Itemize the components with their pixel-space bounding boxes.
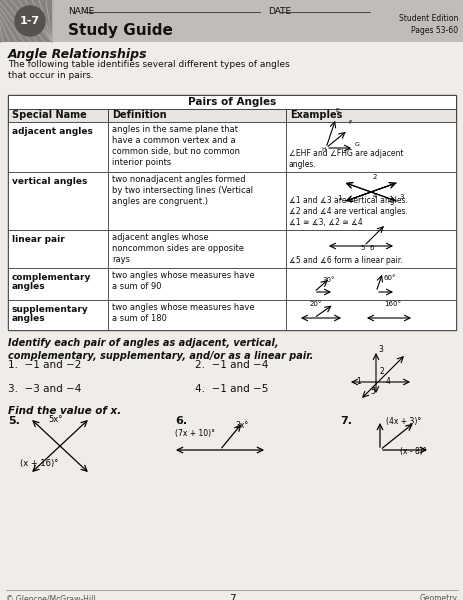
Text: Geometry: Geometry <box>419 594 457 600</box>
Bar <box>285 230 455 268</box>
Text: two angles whose measures have
a sum of 90: two angles whose measures have a sum of … <box>112 271 254 291</box>
Text: linear pair: linear pair <box>12 235 65 244</box>
Text: 6: 6 <box>369 245 374 251</box>
Text: F: F <box>347 120 351 125</box>
Bar <box>8 95 455 330</box>
Text: (x - 8)°: (x - 8)° <box>399 447 425 456</box>
Text: Find the value of x.: Find the value of x. <box>8 406 121 416</box>
Text: E: E <box>334 108 338 113</box>
Text: G: G <box>354 142 359 147</box>
Text: complementary: complementary <box>12 273 91 282</box>
Bar <box>8 268 108 300</box>
Bar <box>285 172 455 230</box>
Text: 1: 1 <box>355 377 360 386</box>
Text: 1-7: 1-7 <box>20 16 40 26</box>
Text: (7x + 10)°: (7x + 10)° <box>175 429 214 438</box>
Text: DATE: DATE <box>268 7 290 16</box>
Text: Definition: Definition <box>112 110 166 121</box>
Bar <box>8 109 108 122</box>
Text: 6.: 6. <box>175 416 187 426</box>
Text: vertical angles: vertical angles <box>12 177 87 186</box>
Text: supplementary: supplementary <box>12 305 88 314</box>
Text: 1: 1 <box>336 195 341 201</box>
Bar <box>108 109 285 122</box>
Bar <box>0 0 463 42</box>
Text: two angles whose measures have
a sum of 180: two angles whose measures have a sum of … <box>112 303 254 323</box>
Text: 2.  −1 and −4: 2. −1 and −4 <box>194 360 268 370</box>
Bar <box>8 172 108 230</box>
Bar <box>108 230 285 268</box>
Text: 60°: 60° <box>383 275 396 281</box>
Text: angles: angles <box>12 314 45 323</box>
Text: 5: 5 <box>359 245 363 251</box>
Text: 4: 4 <box>372 193 376 199</box>
Text: 3.  −3 and −4: 3. −3 and −4 <box>8 384 81 394</box>
Text: NAME: NAME <box>68 7 94 16</box>
Text: angles: angles <box>12 282 45 291</box>
Text: 2: 2 <box>372 174 376 180</box>
Text: 3: 3 <box>377 345 382 354</box>
Text: 30°: 30° <box>321 277 334 283</box>
Text: 1.  −1 and −2: 1. −1 and −2 <box>8 360 81 370</box>
Text: 160°: 160° <box>383 301 400 307</box>
Bar <box>108 268 285 300</box>
Text: 4: 4 <box>385 377 390 386</box>
Bar <box>285 268 455 300</box>
Text: 2: 2 <box>379 367 384 376</box>
Text: Student Edition
Pages 53-60: Student Edition Pages 53-60 <box>398 14 457 35</box>
Bar <box>0 0 52 42</box>
Text: ∠EHF and ∠FHG are adjacent
angles.: ∠EHF and ∠FHG are adjacent angles. <box>288 149 403 169</box>
Text: Pairs of Angles: Pairs of Angles <box>188 97 275 107</box>
Circle shape <box>15 6 45 36</box>
Text: 5: 5 <box>369 387 374 396</box>
Bar <box>8 230 108 268</box>
Bar <box>8 95 455 109</box>
Text: 3x°: 3x° <box>234 421 248 430</box>
Bar <box>108 172 285 230</box>
Text: two nonadjacent angles formed
by two intersecting lines (Vertical
angles are con: two nonadjacent angles formed by two int… <box>112 175 253 206</box>
Text: angles in the same plane that
have a common vertex and a
common side, but no com: angles in the same plane that have a com… <box>112 125 239 167</box>
Text: 5x°: 5x° <box>48 415 62 424</box>
Text: The following table identifies several different types of angles
that occur in p: The following table identifies several d… <box>8 60 289 80</box>
Text: Special Name: Special Name <box>12 110 87 121</box>
Bar <box>285 300 455 330</box>
Text: Angle Relationships: Angle Relationships <box>8 48 147 61</box>
Text: 4.  −1 and −5: 4. −1 and −5 <box>194 384 268 394</box>
Bar <box>108 122 285 172</box>
Text: 7.: 7. <box>339 416 351 426</box>
Bar <box>8 300 108 330</box>
Text: © Glencoe/McGraw-Hill: © Glencoe/McGraw-Hill <box>6 594 95 600</box>
Text: Examples: Examples <box>289 110 342 121</box>
Text: ∡1 and ∡3 are vertical angles.
∡2 and ∡4 are vertical angles.
∡1 ≅ ∡3, ∡2 ≅ ∡4: ∡1 and ∡3 are vertical angles. ∡2 and ∡4… <box>288 196 407 227</box>
Bar <box>285 109 455 122</box>
Text: ∡5 and ∡6 form a linear pair.: ∡5 and ∡6 form a linear pair. <box>288 256 402 265</box>
Bar <box>108 300 285 330</box>
Text: Identify each pair of angles as adjacent, vertical,
complementary, supplementary: Identify each pair of angles as adjacent… <box>8 338 313 361</box>
Text: (4x + 3)°: (4x + 3)° <box>385 417 420 426</box>
Text: Study Guide: Study Guide <box>68 22 173 37</box>
Text: 5.: 5. <box>8 416 20 426</box>
Text: 3: 3 <box>398 194 403 200</box>
Text: adjacent angles: adjacent angles <box>12 127 93 136</box>
Text: (x + 16)°: (x + 16)° <box>20 459 58 468</box>
Text: 7: 7 <box>228 594 235 600</box>
Bar <box>8 122 108 172</box>
Text: 20°: 20° <box>309 301 322 307</box>
Text: H: H <box>320 147 325 152</box>
Text: adjacent angles whose
noncommon sides are opposite
rays: adjacent angles whose noncommon sides ar… <box>112 233 244 264</box>
Bar <box>285 122 455 172</box>
